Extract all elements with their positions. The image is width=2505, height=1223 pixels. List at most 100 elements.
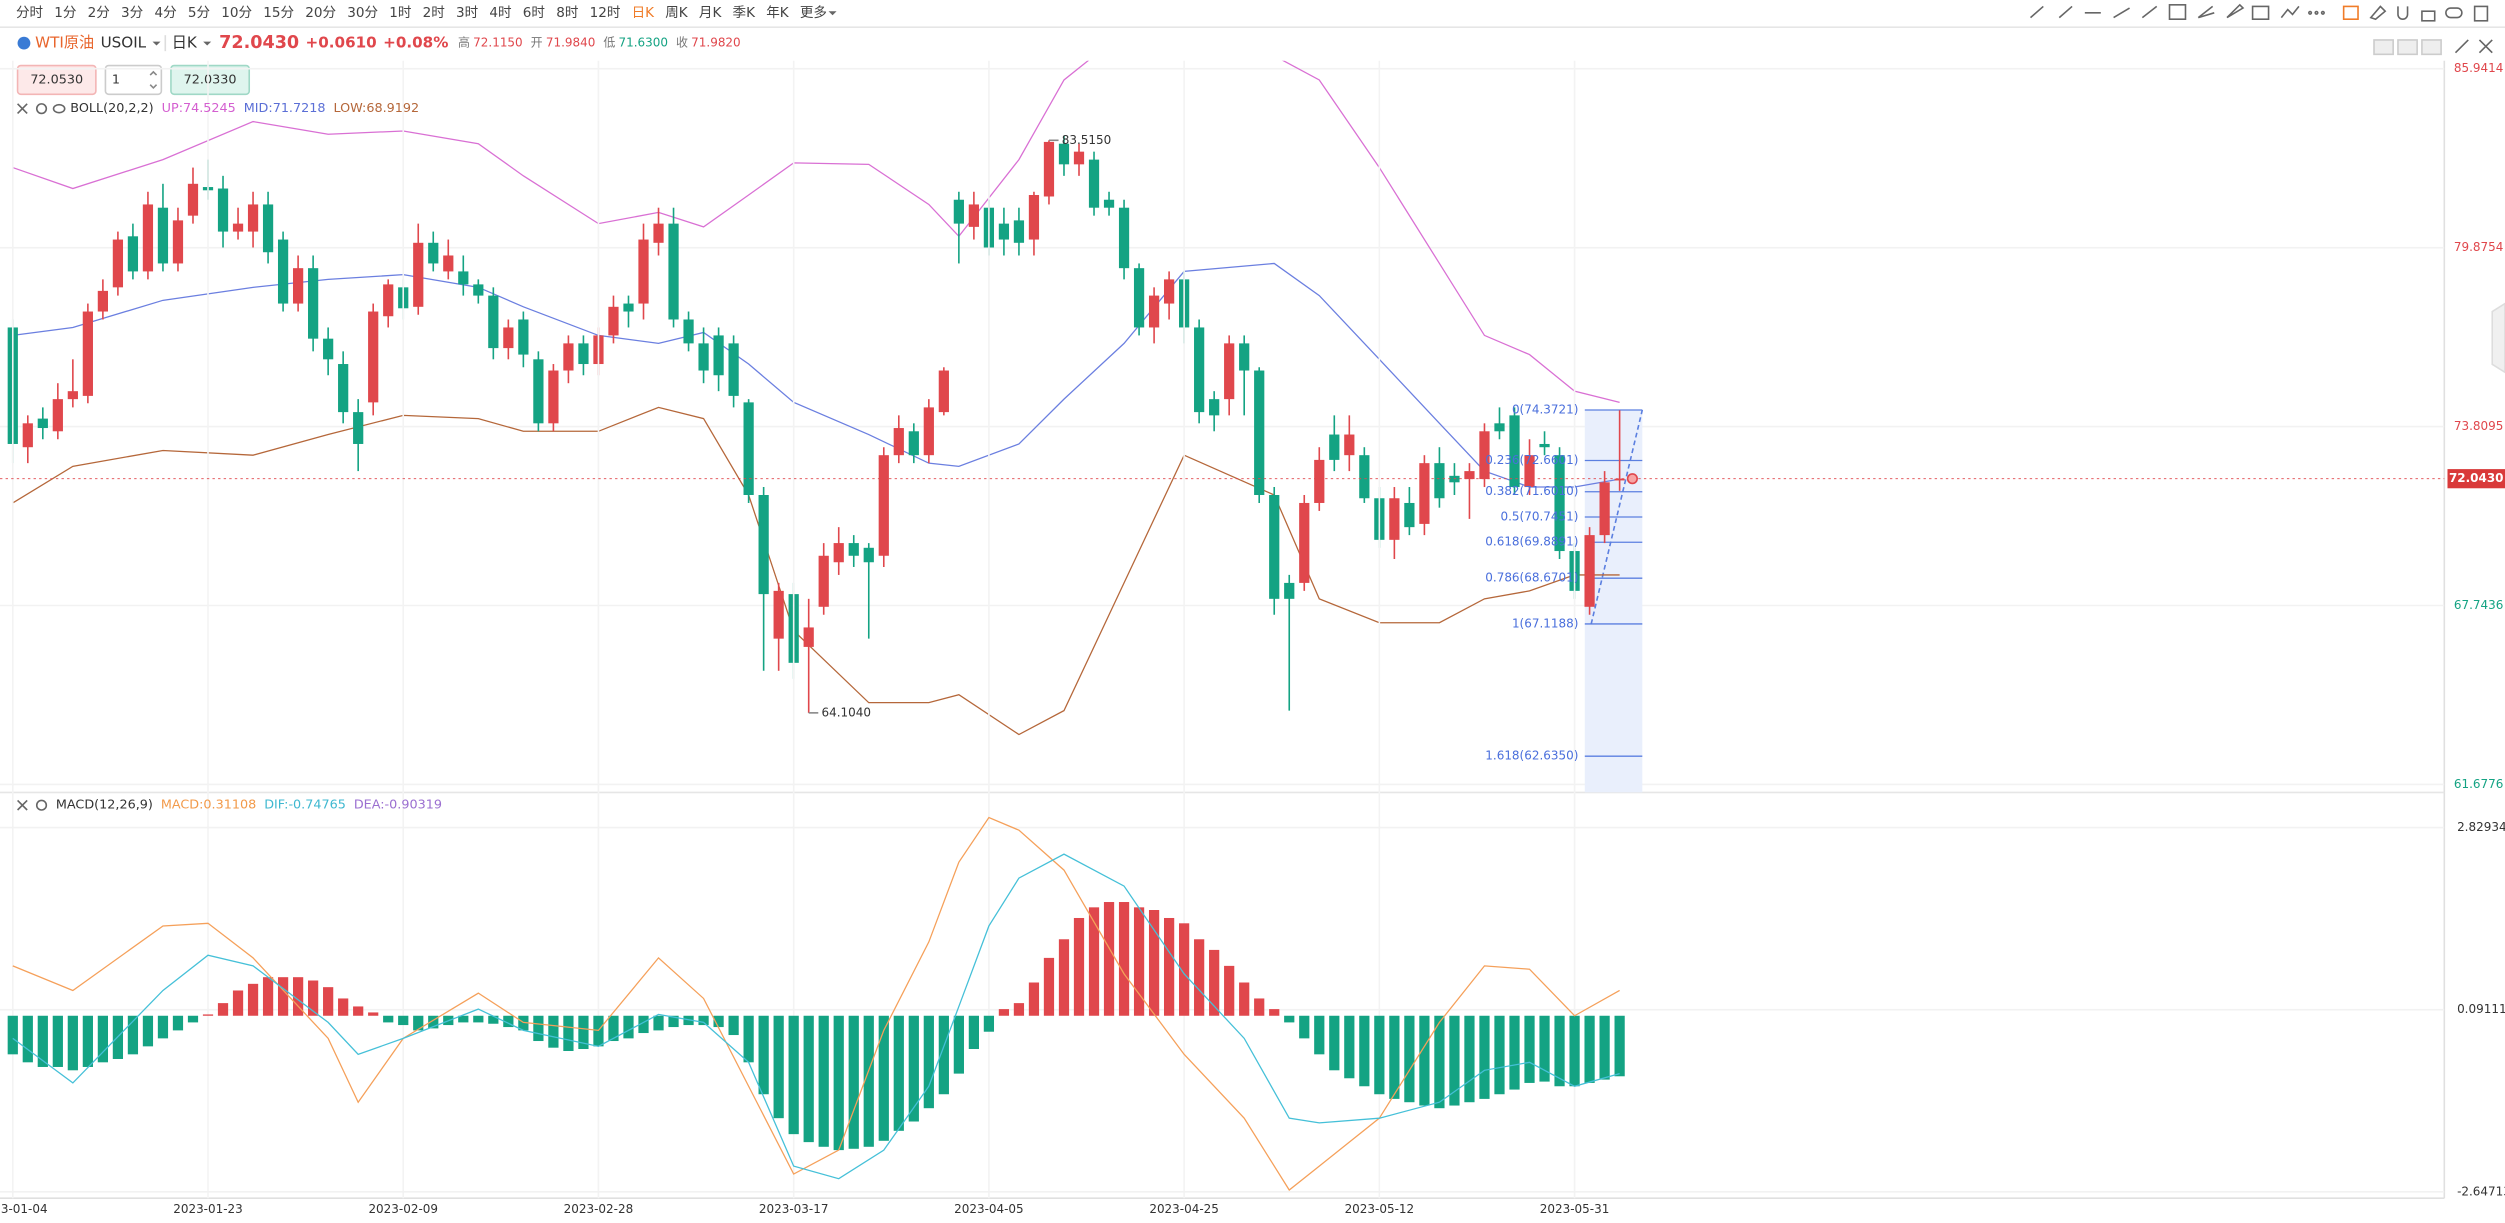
macd-bar: [1614, 1015, 1625, 1077]
candle-body: [82, 311, 93, 396]
fib-label: 0.618(69.8891): [1485, 535, 1578, 549]
settings-icon[interactable]: [35, 103, 48, 115]
candle-body: [848, 543, 859, 556]
period-tab[interactable]: 3时: [456, 5, 479, 21]
candle-body: [1554, 455, 1565, 552]
candle-body: [758, 494, 769, 595]
candle-body: [743, 402, 754, 495]
macd-bar: [548, 1015, 559, 1048]
candle-body: [1118, 207, 1130, 269]
drawing-tools[interactable]: [2029, 3, 2493, 56]
settings-icon[interactable]: [35, 799, 48, 811]
order-input[interactable]: [170, 64, 251, 96]
macd-bar: [1464, 1015, 1475, 1103]
period-tab[interactable]: 4时: [489, 5, 512, 21]
candle-body: [773, 590, 784, 639]
candle-body: [1194, 327, 1205, 413]
period-tab[interactable]: 3分: [121, 5, 144, 21]
macd-bar: [353, 1006, 364, 1016]
period-tab[interactable]: 周K: [665, 5, 689, 21]
macd-bar: [1028, 982, 1040, 1016]
macd-bar: [1118, 902, 1130, 1016]
macd-bar: [998, 1009, 1010, 1016]
period-tab[interactable]: 日K: [632, 5, 656, 21]
period-tab[interactable]: 1分: [54, 5, 77, 21]
macd-bar: [1599, 1015, 1610, 1080]
candle-body: [1284, 582, 1295, 599]
candle-body: [262, 204, 274, 253]
macd-bar: [1013, 1003, 1025, 1016]
x-tick-label: 2023-05-31: [1540, 1202, 1610, 1216]
macd-bar: [848, 1015, 859, 1149]
candle-body: [443, 255, 454, 272]
period-tab[interactable]: 10分: [221, 5, 252, 21]
order-input-value: 72.0330: [184, 72, 237, 87]
macd-bar: [1239, 982, 1250, 1016]
candle-body: [292, 268, 304, 304]
macd-bar: [1314, 1015, 1325, 1055]
candle-body: [458, 271, 469, 285]
macd-bar: [1209, 949, 1220, 1016]
period-tab[interactable]: 4分: [154, 5, 177, 21]
period-tab[interactable]: 2时: [423, 5, 446, 21]
close-icon[interactable]: [17, 799, 28, 811]
period-tab[interactable]: 年K: [766, 5, 790, 21]
candle-body: [833, 543, 844, 563]
candle-body: [1599, 482, 1610, 536]
macd-bar: [428, 1015, 439, 1029]
period-tab[interactable]: 12时: [590, 5, 621, 21]
last-price-dot: [1626, 473, 1638, 485]
period-tab[interactable]: 分时: [16, 5, 44, 21]
candle-body: [908, 431, 919, 456]
side-panel-toggle[interactable]: [2491, 302, 2505, 374]
period-tab[interactable]: 8时: [556, 5, 579, 21]
macd-bar: [308, 980, 319, 1016]
macd-bar: [878, 1015, 889, 1141]
order-input[interactable]: [16, 64, 97, 96]
order-input[interactable]: [104, 64, 163, 96]
x-tick-label: 2023-02-09: [368, 1202, 438, 1216]
period-tab[interactable]: 季K: [733, 5, 757, 21]
dropdown-arrow: [203, 41, 212, 46]
macd-bar: [1434, 1015, 1445, 1109]
macd-bar: [1073, 917, 1085, 1016]
period-tab[interactable]: 5分: [188, 5, 211, 21]
macd-bar: [1133, 907, 1145, 1016]
macd-bar: [1103, 902, 1115, 1016]
period-tab[interactable]: 1时: [389, 5, 412, 21]
period-selector[interactable]: 日K: [172, 34, 198, 52]
macd-bar: [1404, 1015, 1415, 1103]
macd-bar: [773, 1015, 784, 1119]
period-tab[interactable]: 2分: [88, 5, 111, 21]
macd-bar: [1374, 1015, 1385, 1095]
macd-bar: [1539, 1015, 1550, 1082]
y-tick-label: 85.9414: [2454, 61, 2504, 75]
macd-bar: [458, 1015, 469, 1023]
period-tab[interactable]: 15分: [263, 5, 294, 21]
candle-body: [127, 236, 139, 272]
period-tab[interactable]: 6时: [523, 5, 546, 21]
macd-bar: [338, 998, 349, 1016]
macd-bar: [1058, 939, 1070, 1016]
macd-bar: [1344, 1015, 1355, 1079]
period-tab[interactable]: 更多: [800, 4, 827, 21]
visibility-icon[interactable]: [52, 103, 66, 114]
candle-body: [1209, 399, 1220, 416]
x-tick-label: 2023-04-05: [954, 1202, 1024, 1216]
candle-body: [172, 220, 184, 264]
candle-body: [1163, 279, 1175, 304]
stat-value: 71.9840: [546, 36, 596, 50]
y-tick-label: 61.6776: [2454, 777, 2504, 791]
macd-bar: [593, 1015, 604, 1047]
last-price-tag: [2447, 469, 2505, 489]
close-icon[interactable]: [17, 103, 28, 115]
candle-body: [1103, 199, 1115, 208]
period-tab[interactable]: 20分: [305, 5, 336, 21]
candle-body: [232, 223, 244, 232]
macd-bar: [172, 1015, 184, 1031]
macd-bar: [1419, 1015, 1430, 1106]
candle-body: [1464, 471, 1475, 480]
period-tab[interactable]: 月K: [699, 5, 723, 21]
period-tab[interactable]: 30分: [347, 5, 378, 21]
macd-bar: [232, 990, 244, 1016]
